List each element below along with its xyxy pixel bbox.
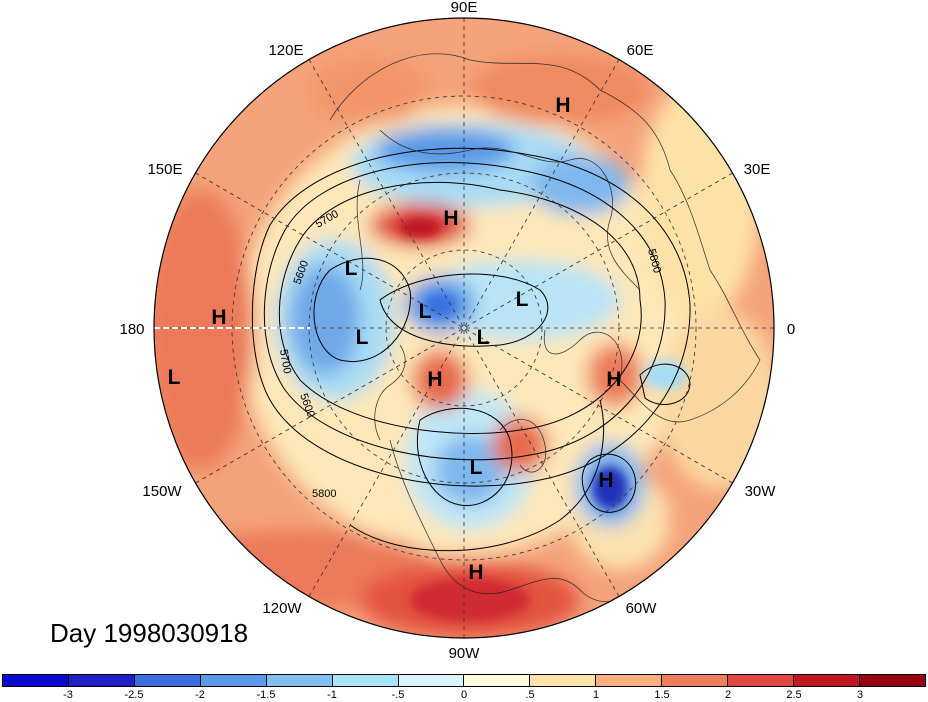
pressure-center-low: L xyxy=(345,257,358,280)
colorbar-box xyxy=(859,675,925,686)
colorbar-tick: 2.5 xyxy=(786,689,802,701)
pressure-center-low: L xyxy=(477,326,490,349)
colorbar-box xyxy=(728,675,795,686)
contour-label: 5700 xyxy=(277,348,293,374)
colorbar-tick: -2 xyxy=(195,689,205,701)
colorbar-tick: -3 xyxy=(63,689,73,701)
pressure-center-high: H xyxy=(443,207,458,230)
colorbar-box xyxy=(530,675,597,686)
colorbar-box xyxy=(464,675,531,686)
longitude-label: 120W xyxy=(262,600,302,617)
colorbar-box xyxy=(3,675,69,686)
colorbar-box xyxy=(398,675,465,686)
colorbar-box xyxy=(332,675,399,686)
longitude-label: 0 xyxy=(787,321,795,338)
colorbar-tick: 2 xyxy=(724,689,732,701)
height-contours xyxy=(251,147,691,552)
longitude-label: 30W xyxy=(745,483,777,500)
colorbar-box xyxy=(794,675,860,686)
polar-map: 5700 5600 5700 5600 5800 5800 H H L L H … xyxy=(119,0,795,662)
colorbar-box xyxy=(68,675,135,686)
colorbar-boxes xyxy=(2,674,926,687)
pressure-center-high: H xyxy=(468,561,483,584)
pressure-center-high: H xyxy=(606,368,621,391)
colorbar-tick: 1.5 xyxy=(654,689,670,701)
colorbar-tick: 3 xyxy=(856,689,864,701)
colorbar-box xyxy=(266,675,333,686)
colorbar-tick: -.5 xyxy=(391,689,405,701)
longitude-label: 150W xyxy=(142,483,182,500)
contour-label: 5800 xyxy=(312,488,336,500)
colorbar-tick: 0 xyxy=(460,689,468,701)
colorbar-box xyxy=(200,675,267,686)
pressure-center-low: L xyxy=(470,456,483,479)
longitude-label: 90E xyxy=(451,0,478,16)
colorbar-tick: 1 xyxy=(592,689,600,701)
coastlines xyxy=(329,53,761,602)
longitude-label: 180 xyxy=(119,321,144,338)
pressure-center-low: L xyxy=(419,300,432,323)
pressure-center-high: H xyxy=(211,306,226,329)
day-title: Day 1998030918 xyxy=(50,618,249,648)
pressure-center-low: L xyxy=(168,366,181,389)
colorbar-box xyxy=(134,675,201,686)
colorbar-tick: -1 xyxy=(327,689,337,701)
longitude-label-group: 90E 60E 30E 0 30W 60W 90W 120W 150W 180 … xyxy=(119,0,795,662)
longitude-label: 30E xyxy=(744,161,771,178)
map-boundary xyxy=(153,17,775,639)
pressure-center-group: H H L L H L L L H L H L H H xyxy=(168,94,622,584)
colorbar-box xyxy=(662,675,729,686)
colorbar: -3 -2.5 -2 -1.5 -1 -.5 0 .5 1 1.5 2 2.5 … xyxy=(0,674,928,702)
longitude-label: 60E xyxy=(627,42,654,59)
colorbar-tick: -1.5 xyxy=(256,689,276,701)
longitude-label: 150E xyxy=(147,161,182,178)
colorbar-tick: -2.5 xyxy=(124,689,144,701)
pressure-center-low: H xyxy=(598,469,613,492)
pressure-center-low: L xyxy=(356,326,369,349)
colorbar-box xyxy=(596,675,663,686)
colorbar-tick: .5 xyxy=(525,689,535,701)
pressure-center-high: H xyxy=(427,368,442,391)
longitude-label: 120E xyxy=(268,42,303,59)
longitude-label: 90W xyxy=(449,645,481,662)
longitude-label: 60W xyxy=(626,600,658,617)
pressure-center-high: H xyxy=(555,94,570,117)
pressure-center-low: L xyxy=(516,288,529,311)
